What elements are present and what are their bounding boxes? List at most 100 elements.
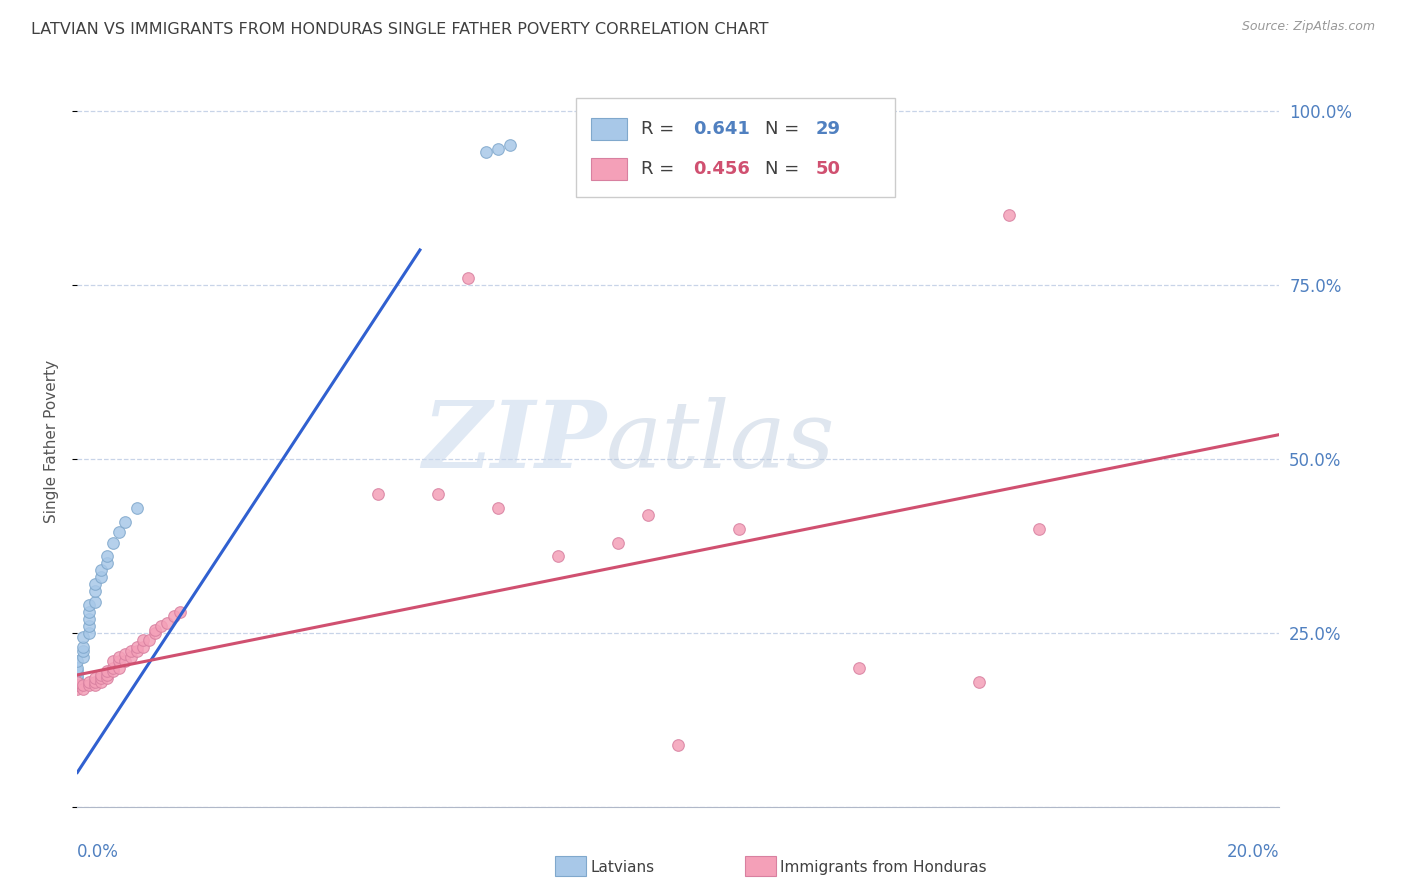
Point	[79, 619, 101, 633]
Point	[79, 626, 101, 640]
Point	[66, 681, 89, 696]
Point	[132, 640, 155, 654]
Point	[114, 647, 136, 661]
Point	[132, 633, 155, 648]
Point	[967, 674, 990, 689]
Point	[66, 678, 89, 692]
Point	[79, 678, 101, 692]
Point	[84, 678, 107, 692]
Point	[90, 563, 112, 577]
Text: 20.0%: 20.0%	[1227, 843, 1279, 861]
Point	[108, 650, 131, 665]
Point	[103, 654, 125, 668]
Point	[96, 665, 118, 679]
Point	[457, 270, 479, 285]
Point	[72, 678, 94, 692]
Point	[486, 142, 509, 156]
Point	[66, 661, 89, 675]
Point	[96, 668, 118, 682]
Point	[637, 508, 659, 522]
Point	[120, 643, 142, 657]
Y-axis label: Single Father Poverty: Single Father Poverty	[44, 360, 59, 523]
Text: 0.0%: 0.0%	[77, 843, 120, 861]
FancyBboxPatch shape	[576, 98, 894, 196]
Point	[156, 615, 179, 630]
Text: Latvians: Latvians	[591, 860, 655, 874]
Point	[79, 674, 101, 689]
Point	[727, 522, 749, 536]
Text: 0.641: 0.641	[693, 120, 749, 138]
Point	[90, 672, 112, 686]
Point	[66, 672, 89, 686]
Point	[114, 654, 136, 668]
Text: R =: R =	[641, 120, 681, 138]
Text: 50: 50	[815, 160, 841, 178]
Point	[150, 619, 173, 633]
Point	[66, 668, 89, 682]
Point	[848, 661, 870, 675]
Text: Immigrants from Honduras: Immigrants from Honduras	[780, 860, 987, 874]
Point	[72, 650, 94, 665]
Point	[96, 549, 118, 564]
Text: N =: N =	[765, 160, 806, 178]
Point	[103, 661, 125, 675]
Point	[90, 668, 112, 682]
FancyBboxPatch shape	[591, 158, 627, 180]
Text: atlas: atlas	[606, 397, 835, 486]
Point	[127, 640, 149, 654]
Point	[66, 665, 89, 679]
Point	[72, 630, 94, 644]
Point	[367, 487, 389, 501]
Point	[668, 738, 690, 752]
Point	[127, 643, 149, 657]
Text: R =: R =	[641, 160, 681, 178]
Point	[114, 515, 136, 529]
Point	[96, 672, 118, 686]
Point	[72, 643, 94, 657]
Point	[475, 145, 498, 160]
Point	[108, 654, 131, 668]
Point	[79, 612, 101, 626]
Point	[66, 674, 89, 689]
Point	[84, 577, 107, 591]
Point	[66, 654, 89, 668]
Point	[427, 487, 450, 501]
Point	[90, 674, 112, 689]
Point	[486, 500, 509, 515]
Point	[1028, 522, 1050, 536]
Point	[72, 681, 94, 696]
Point	[169, 605, 191, 619]
Point	[90, 570, 112, 584]
Point	[84, 672, 107, 686]
Point	[499, 138, 522, 153]
Text: ZIP: ZIP	[422, 397, 606, 486]
FancyBboxPatch shape	[591, 119, 627, 140]
Point	[79, 599, 101, 613]
Point	[84, 595, 107, 609]
Point	[103, 665, 125, 679]
Point	[84, 674, 107, 689]
Point	[998, 208, 1021, 222]
Point	[108, 661, 131, 675]
Text: N =: N =	[765, 120, 806, 138]
Point	[145, 626, 167, 640]
Point	[547, 549, 569, 564]
Text: Source: ZipAtlas.com: Source: ZipAtlas.com	[1241, 20, 1375, 33]
Point	[84, 584, 107, 599]
Text: 29: 29	[815, 120, 841, 138]
Point	[108, 525, 131, 540]
Point	[103, 535, 125, 549]
Point	[145, 623, 167, 637]
Point	[162, 608, 184, 623]
Point	[79, 605, 101, 619]
Text: 0.456: 0.456	[693, 160, 749, 178]
Point	[607, 535, 630, 549]
Point	[120, 650, 142, 665]
Point	[96, 557, 118, 571]
Point	[138, 633, 160, 648]
Point	[66, 674, 89, 689]
Point	[127, 500, 149, 515]
Point	[66, 678, 89, 692]
Point	[72, 640, 94, 654]
Text: LATVIAN VS IMMIGRANTS FROM HONDURAS SINGLE FATHER POVERTY CORRELATION CHART: LATVIAN VS IMMIGRANTS FROM HONDURAS SING…	[31, 22, 769, 37]
